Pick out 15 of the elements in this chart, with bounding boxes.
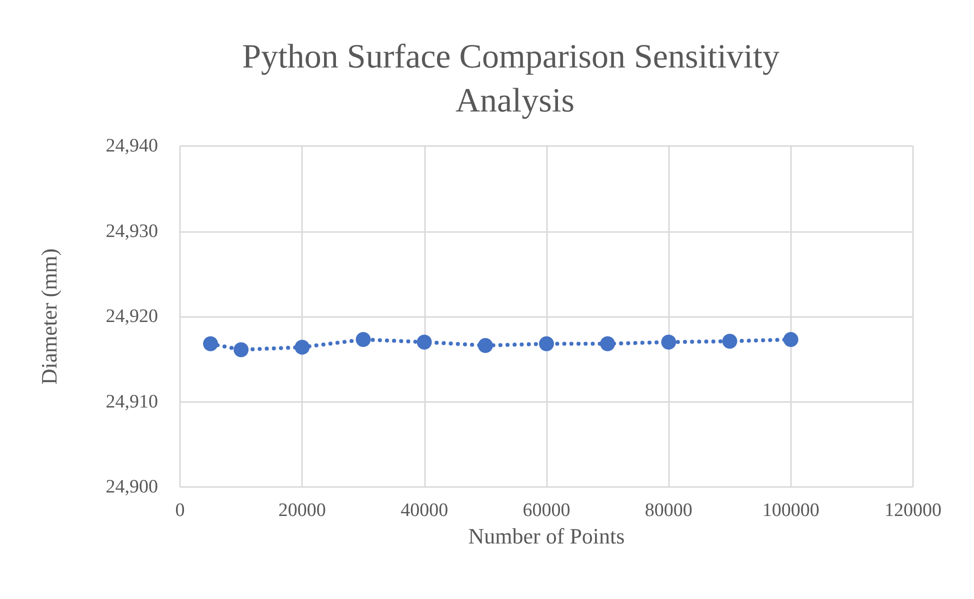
x-tick-label: 40000 bbox=[400, 500, 448, 521]
y-tick-label: 24,920 bbox=[106, 306, 158, 327]
x-tick-label: 120000 bbox=[884, 500, 942, 521]
x-tick-label: 100000 bbox=[762, 500, 820, 521]
y-tick-label: 24,940 bbox=[106, 136, 158, 156]
x-axis-title: Number of Points bbox=[468, 523, 625, 548]
x-tick-label: 0 bbox=[175, 500, 185, 521]
y-tick-label: 24,930 bbox=[106, 220, 158, 242]
y-tick-label: 24,910 bbox=[106, 391, 158, 412]
x-tick-label: 80000 bbox=[644, 500, 692, 521]
x-tick-label: 20000 bbox=[278, 500, 326, 521]
y-axis-title: Diameter (mm) bbox=[36, 248, 62, 385]
y-tick-label: 24,900 bbox=[106, 476, 158, 498]
chart-title: Python Surface Comparison Sensitivity Analysis bbox=[242, 38, 788, 120]
x-tick-label: 60000 bbox=[522, 500, 570, 521]
